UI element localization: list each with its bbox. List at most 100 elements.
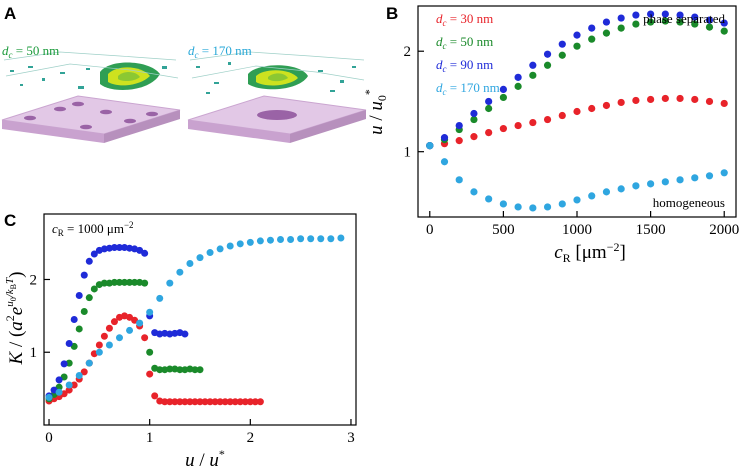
data-point-series-3 — [55, 388, 63, 396]
data-point-series-0 — [95, 341, 103, 349]
data-point-series-3 — [426, 142, 434, 150]
data-point-series-0 — [191, 398, 199, 406]
data-point-series-0 — [100, 332, 108, 340]
data-point-series-1 — [146, 348, 154, 356]
data-point-series-0 — [632, 96, 640, 105]
data-point-series-0 — [186, 398, 194, 406]
data-point-series-1 — [588, 35, 596, 43]
data-point-series-3 — [246, 238, 254, 246]
data-point-series-3 — [499, 200, 507, 208]
data-point-series-2 — [90, 250, 98, 258]
data-point-series-0 — [573, 107, 581, 116]
data-point-series-0 — [602, 101, 611, 110]
data-point-series-0 — [105, 324, 113, 332]
data-point-series-2 — [85, 257, 93, 265]
data-point-series-3 — [166, 279, 174, 287]
panel-a-label-50nm: dc = 50 nm — [2, 43, 59, 60]
data-point-series-3 — [45, 393, 53, 401]
data-point-series-0 — [588, 104, 596, 113]
y-tick-label: 2 — [30, 272, 38, 288]
data-point-series-0 — [70, 381, 78, 389]
data-point-series-1 — [558, 51, 566, 59]
data-point-series-3 — [632, 182, 640, 190]
data-point-series-1 — [131, 278, 139, 286]
data-point-series-1 — [485, 104, 493, 113]
data-point-series-2 — [181, 330, 189, 338]
panel-a-label-170nm: dc = 170 nm — [188, 43, 252, 60]
x-tick-label: 2000 — [709, 222, 739, 238]
data-point-series-3 — [136, 319, 144, 327]
data-point-series-1 — [661, 17, 669, 25]
data-point-series-2 — [588, 24, 596, 32]
panel-b-letter: B — [386, 4, 398, 23]
data-point-series-1 — [470, 115, 478, 124]
data-point-series-3 — [455, 176, 463, 184]
data-point-series-3 — [647, 180, 655, 188]
membrane-illustration-left — [1, 51, 181, 143]
x-tick-label: 0 — [45, 430, 53, 446]
data-point-series-3 — [115, 334, 123, 342]
data-point-series-2 — [115, 243, 123, 251]
data-point-series-1 — [156, 366, 164, 374]
data-point-series-0 — [617, 98, 625, 107]
data-point-series-3 — [226, 242, 234, 250]
data-point-series-3 — [661, 178, 669, 186]
data-point-series-0 — [221, 398, 229, 406]
data-point-series-1 — [196, 366, 204, 374]
data-point-series-3 — [317, 235, 325, 243]
data-point-series-3 — [287, 235, 295, 243]
data-point-series-0 — [211, 398, 219, 406]
data-point-series-3 — [676, 176, 684, 184]
data-point-series-3 — [543, 203, 552, 211]
data-point-series-2 — [632, 11, 640, 19]
data-point-series-1 — [110, 278, 118, 286]
data-point-series-3 — [105, 341, 113, 349]
data-point-series-3 — [307, 235, 315, 243]
data-point-series-0 — [151, 392, 159, 400]
data-point-series-2 — [141, 249, 149, 257]
data-point-series-2 — [705, 16, 714, 24]
chart-b: 0 500 1000 1500 2000 1 2 dc = 30 nm dc = 50 nm… — [362, 5, 739, 265]
x-tick-label: 0 — [426, 222, 434, 238]
data-point-series-0 — [485, 129, 493, 137]
data-point-series-3 — [337, 234, 345, 242]
data-point-series-3 — [297, 235, 305, 243]
data-point-series-1 — [176, 366, 184, 374]
data-point-series-1 — [617, 24, 625, 32]
data-point-series-2 — [676, 11, 684, 19]
data-point-series-0 — [558, 111, 566, 120]
data-point-series-1 — [676, 18, 684, 26]
data-point-series-0 — [246, 398, 254, 406]
chart-c-ylabel: K / (a2eu0/kBT) — [3, 272, 27, 366]
data-point-series-2 — [485, 97, 493, 106]
data-point-series-0 — [206, 398, 214, 406]
x-tick-label: 1000 — [562, 222, 592, 238]
data-point-series-1 — [514, 82, 522, 90]
data-point-series-1 — [100, 279, 108, 287]
data-point-series-3 — [196, 254, 204, 262]
data-point-series-0 — [80, 368, 88, 376]
data-point-series-1 — [573, 42, 581, 50]
legend-b-30nm: dc = 30 nm — [436, 11, 493, 28]
data-point-series-1 — [85, 294, 93, 302]
data-point-series-1 — [705, 23, 714, 31]
data-point-series-1 — [126, 278, 134, 286]
data-point-series-1 — [543, 61, 552, 69]
data-point-series-2 — [558, 40, 566, 48]
data-point-series-3 — [440, 158, 449, 166]
x-tick-label: 500 — [492, 222, 515, 238]
data-point-series-0 — [201, 398, 209, 406]
data-point-series-1 — [166, 365, 174, 373]
data-point-series-0 — [166, 398, 174, 406]
data-point-series-3 — [558, 200, 566, 208]
data-point-series-0 — [256, 398, 264, 406]
data-point-series-2 — [691, 13, 699, 21]
data-point-series-0 — [676, 94, 684, 103]
data-point-series-3 — [216, 245, 224, 253]
data-point-series-3 — [720, 169, 728, 177]
data-point-series-0 — [181, 398, 189, 406]
x-tick-label: 3 — [347, 430, 355, 446]
data-point-series-3 — [75, 372, 83, 380]
data-point-series-3 — [236, 240, 244, 248]
data-point-series-0 — [216, 398, 224, 406]
